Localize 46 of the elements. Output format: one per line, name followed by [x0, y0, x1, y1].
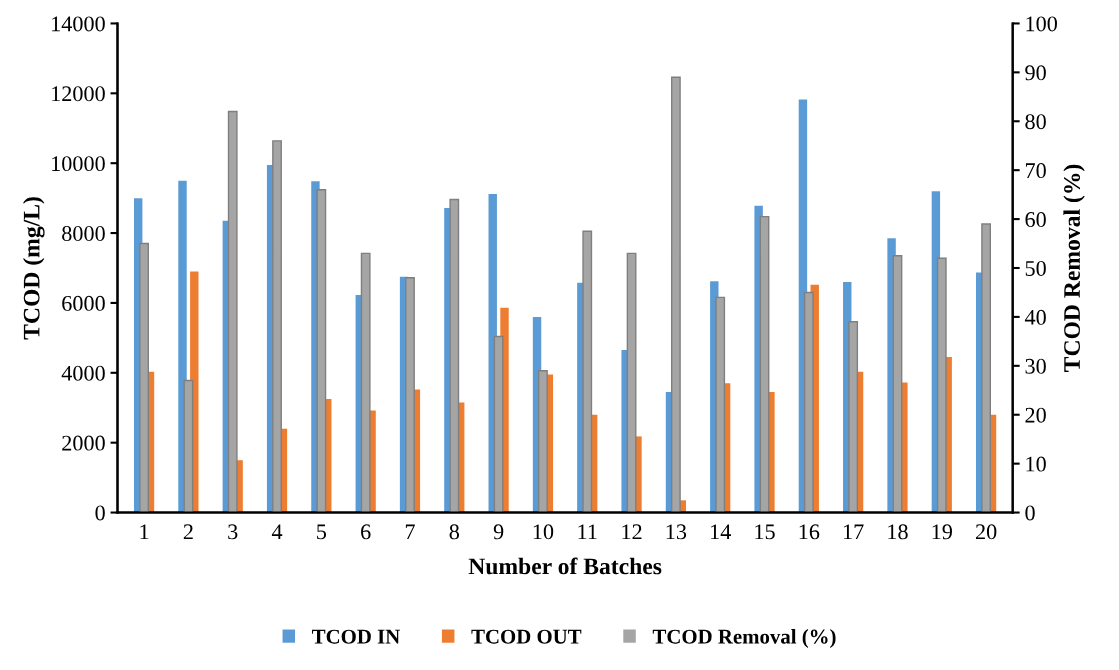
- y2-tick-label: 50: [1025, 260, 1046, 276]
- legend-label: TCOD IN: [312, 629, 400, 644]
- x-tick-label: 20: [975, 524, 997, 540]
- y-tick-label: 8000: [62, 226, 105, 241]
- x-tick-label: 19: [932, 524, 952, 540]
- y-tick-label: 14000: [52, 16, 105, 32]
- y2-tick-label: 30: [1025, 358, 1046, 374]
- x-tick-label: 2: [183, 524, 193, 540]
- y2-tick-label: 20: [1025, 407, 1046, 423]
- x-tick-label: 12: [622, 524, 642, 540]
- x-tick-label: 14: [711, 524, 731, 540]
- x-tick-label: 3: [228, 524, 238, 540]
- x-tick-label: 8: [449, 524, 460, 540]
- x-axis-title: Number of Batches: [468, 557, 662, 575]
- y2-tick-label: 10: [1026, 456, 1046, 472]
- bar: [670, 76, 681, 513]
- x-tick-label: 6: [361, 524, 371, 540]
- y2-tick-label: 90: [1025, 65, 1046, 81]
- x-tick-label: 11: [578, 524, 597, 540]
- y-tick-label: 10000: [52, 156, 105, 172]
- x-tick-label: 17: [844, 524, 864, 540]
- x-tick-label: 5: [317, 524, 327, 540]
- y-axis-title: TCOD (mg/L): [22, 197, 45, 340]
- y2-tick-label: 100: [1026, 16, 1057, 32]
- x-tick-label: 1: [140, 524, 149, 540]
- legend-label: TCOD Removal (%): [652, 629, 836, 648]
- y2-tick-label: 40: [1024, 309, 1046, 325]
- y-tick-label: 2000: [62, 435, 105, 451]
- legend-label: TCOD OUT: [471, 629, 582, 644]
- y2-tick-label: 80: [1025, 114, 1046, 130]
- y-tick-label: 4000: [61, 365, 105, 381]
- y-tick-label: 0: [95, 505, 105, 521]
- x-tick-label: 4: [271, 524, 283, 540]
- y2-tick-label: 70: [1025, 163, 1046, 179]
- y-tick-label: 12000: [52, 86, 105, 102]
- x-tick-label: 7: [405, 524, 415, 540]
- y2-axis-title: TCOD Removal (%): [1063, 164, 1085, 372]
- x-tick-label: 13: [666, 524, 687, 540]
- x-tick-label: 18: [888, 524, 908, 540]
- y2-tick-label: 60: [1025, 212, 1046, 228]
- y2-tick-label: 0: [1025, 505, 1035, 521]
- x-tick-label: 9: [493, 524, 504, 540]
- x-tick-label: 15: [755, 524, 775, 540]
- y-tick-label: 6000: [62, 295, 105, 311]
- x-tick-label: 16: [799, 524, 820, 540]
- x-tick-label: 10: [533, 524, 554, 540]
